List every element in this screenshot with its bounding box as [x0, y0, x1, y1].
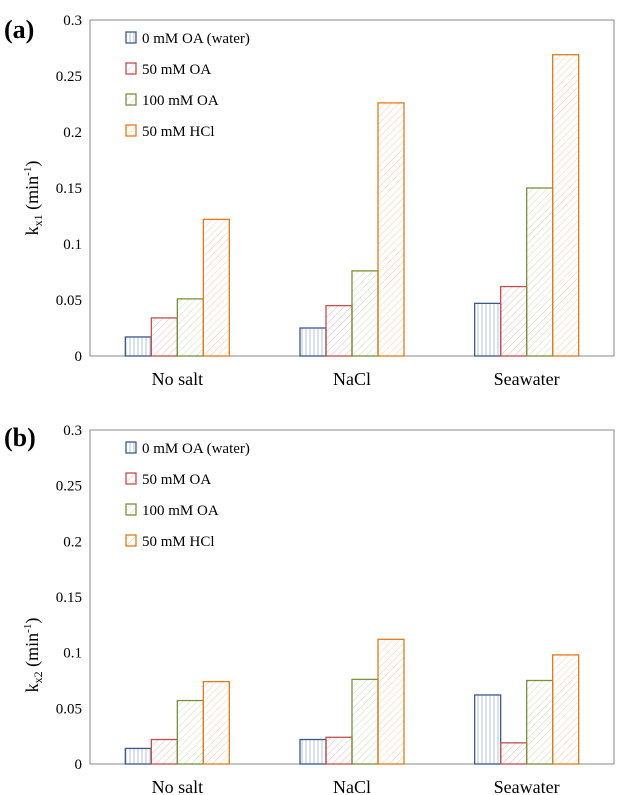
panel-b-bar-3-2 — [500, 742, 528, 765]
panel-b-category-label: NaCl — [333, 777, 371, 795]
panel-b-bar-1-3 — [176, 699, 204, 765]
panel-b-bar-2-4 — [377, 638, 405, 765]
panel-a-bar-3-3 — [526, 187, 554, 357]
panel-a-y-tick-label: 0.25 — [56, 69, 82, 85]
panel-b-category-label: No salt — [152, 777, 204, 795]
panel-b-y-tick-label: 0.15 — [56, 590, 82, 606]
panel-b-bar-2-2 — [325, 736, 353, 765]
panel-a-legend-label: 0 mM OA (water) — [142, 31, 250, 47]
panel-a-y-tick-label: 0.3 — [63, 13, 82, 29]
panel-a-bar-2-4 — [377, 102, 405, 357]
panel-a-y-tick-label: 0.1 — [63, 237, 82, 253]
panel-a-category-label: No salt — [152, 369, 204, 389]
panel-b-y-tick-label: 0 — [75, 757, 83, 773]
panel-b-label: (b) — [4, 423, 36, 452]
panel-b-y-tick-label: 0.3 — [63, 423, 82, 439]
panel-b-y-tick-label: 0.1 — [63, 646, 82, 662]
panel-b-bar-3-4 — [552, 654, 580, 765]
panel-b-legend-swatch — [125, 441, 137, 454]
panel-b-bar-2-1 — [299, 738, 327, 765]
panel-a-legend-label: 100 mM OA — [142, 93, 219, 109]
panel-b-category-label: Seawater — [494, 777, 560, 795]
panel-b-y-tick-label: 0.25 — [56, 479, 82, 495]
panel-a-bar-1-1 — [124, 336, 152, 357]
panel-a-label: (a) — [4, 15, 34, 44]
panel-a-y-tick-label: 0.2 — [63, 125, 82, 141]
panel-a-bar-2-3 — [351, 270, 379, 357]
panel-b-bar-1-1 — [124, 747, 152, 765]
panel-b-bar-2-3 — [351, 678, 379, 765]
panel-a-bar-2-2 — [325, 304, 353, 357]
panel-a-bar-3-2 — [500, 285, 528, 357]
panel-b-bar-3-3 — [526, 679, 554, 765]
panel-b-legend-label: 50 mM OA — [142, 472, 211, 488]
panel-a-y-axis-label: kx1 (min-1) — [22, 161, 45, 236]
panel-a-plot: 0 0.05 0.1 0.15 0.2 0.25 0.3 No salt NaCl Seawate… — [56, 13, 615, 389]
panel-a-category-label: NaCl — [333, 369, 371, 389]
panel-b: (b) kx2 (min-1) 0 0.05 0.1 0.15 0.2 0.25 0.3 No… — [4, 423, 615, 795]
panel-a-legend-swatch — [125, 62, 137, 75]
panel-a-bar-2-1 — [299, 327, 327, 357]
panel-a-legend-label: 50 mM HCl — [142, 124, 215, 140]
panel-a-bar-1-4 — [202, 218, 230, 357]
panel-b-legend-label: 0 mM OA (water) — [142, 441, 250, 457]
panel-a-bar-1-3 — [176, 298, 204, 357]
panel-a-y-tick-label: 0.05 — [56, 293, 82, 309]
panel-a-legend-swatch — [125, 31, 137, 44]
panel-b-bar-1-2 — [150, 738, 178, 765]
panel-b-legend-swatch — [125, 534, 137, 547]
panel-b-bar-3-1 — [474, 694, 502, 765]
panel-b-y-tick-label: 0.05 — [56, 701, 82, 717]
panel-b-legend-swatch — [125, 503, 137, 516]
panel-a-legend-swatch — [125, 93, 137, 106]
panel-a-bar-3-4 — [552, 54, 580, 357]
panel-b-legend-label: 50 mM HCl — [142, 534, 215, 550]
panel-b-legend-label: 100 mM OA — [142, 503, 219, 519]
panel-a: (a) kx1 (min-1) 0 0.05 0.1 0.15 0.2 0.25 0.3 No… — [4, 13, 615, 389]
panel-b-y-axis-label: kx2 (min-1) — [22, 618, 45, 693]
panel-b-y-tick-label: 0.2 — [63, 534, 82, 550]
panel-b-plot: 0 0.05 0.1 0.15 0.2 0.25 0.3 No salt NaCl Seawate… — [56, 423, 615, 795]
panel-a-category-label: Seawater — [494, 369, 560, 389]
panel-b-legend-swatch — [125, 472, 137, 485]
panel-a-y-tick-label: 0 — [75, 349, 83, 365]
panel-a-bar-1-2 — [150, 317, 178, 357]
panel-b-bar-1-4 — [202, 680, 230, 765]
panel-a-bar-3-1 — [474, 302, 502, 357]
panel-a-y-tick-label: 0.15 — [56, 181, 82, 197]
panel-a-legend-label: 50 mM OA — [142, 62, 211, 78]
panel-a-legend-swatch — [125, 124, 137, 137]
